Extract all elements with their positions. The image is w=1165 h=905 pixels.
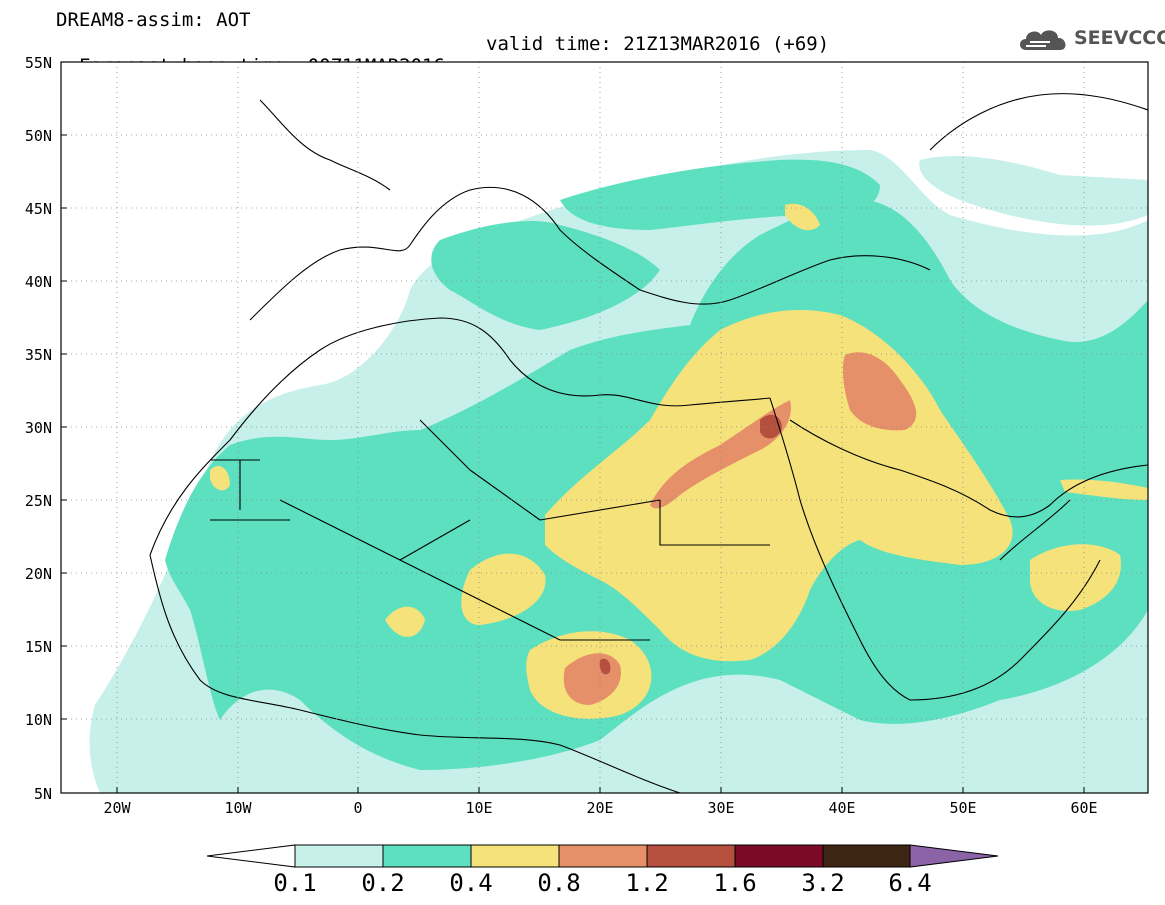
lat-label: 45N: [25, 200, 52, 218]
colorbar-label: 0.1: [273, 869, 317, 897]
lat-label: 20N: [25, 565, 52, 583]
colorbar: [206, 844, 999, 868]
lat-label: 35N: [25, 346, 52, 364]
aot-field: [89, 150, 1148, 793]
lon-label: 10W: [224, 799, 252, 817]
colorbar-label: 0.8: [537, 869, 581, 897]
colorbar-swatch: [294, 844, 384, 868]
aot-level-1.2: [599, 414, 782, 675]
lon-label: 50E: [949, 799, 976, 817]
colorbar-label: 3.2: [801, 869, 845, 897]
colorbar-swatch: [382, 844, 472, 868]
colorbar-label: 1.6: [713, 869, 757, 897]
colorbar-label: 0.4: [449, 869, 493, 897]
colorbar-swatch: [734, 844, 824, 868]
latitude-labels: 55N 50N 45N 40N 35N 30N 25N 20N 15N 10N …: [25, 54, 52, 803]
colorbar-label: 1.2: [625, 869, 669, 897]
colorbar-low-arrow: [206, 844, 296, 868]
cloud-icon: [1020, 30, 1066, 50]
tick-marks: [61, 61, 1085, 793]
lat-label: 30N: [25, 419, 52, 437]
lon-label: 60E: [1070, 799, 1097, 817]
lat-label: 10N: [25, 711, 52, 729]
colorbar-swatch: [558, 844, 648, 868]
longitude-labels: 20W 10W 0 10E 20E 30E 40E 50E 60E: [103, 799, 1097, 817]
lon-label: 20W: [103, 799, 131, 817]
lat-label: 50N: [25, 127, 52, 145]
colorbar-swatch: [822, 844, 911, 868]
lat-label: 15N: [25, 638, 52, 656]
lon-label: 30E: [707, 799, 734, 817]
lat-label: 40N: [25, 273, 52, 291]
colorbar-high-arrow: [909, 844, 999, 868]
valid-time: valid time: 21Z13MAR2016 (+69): [486, 33, 830, 55]
grid-lines: [61, 62, 1148, 793]
map-title: DREAM8-assim: AOT: [56, 9, 251, 31]
lon-label: 0: [353, 799, 362, 817]
lat-label: 55N: [25, 54, 52, 72]
logo-text: SEEVCCC: [1074, 27, 1165, 49]
lat-label: 5N: [34, 785, 52, 803]
colorbar-swatch: [470, 844, 560, 868]
coastlines: [149, 93, 1148, 793]
colorbar-label: 6.4: [888, 869, 932, 897]
lat-label: 25N: [25, 492, 52, 510]
colorbar-swatch: [646, 844, 736, 868]
lon-label: 20E: [586, 799, 613, 817]
lon-label: 10E: [465, 799, 492, 817]
lon-label: 40E: [828, 799, 855, 817]
seevccc-logo: SEEVCCC: [1016, 24, 1165, 54]
colorbar-label: 0.2: [361, 869, 405, 897]
